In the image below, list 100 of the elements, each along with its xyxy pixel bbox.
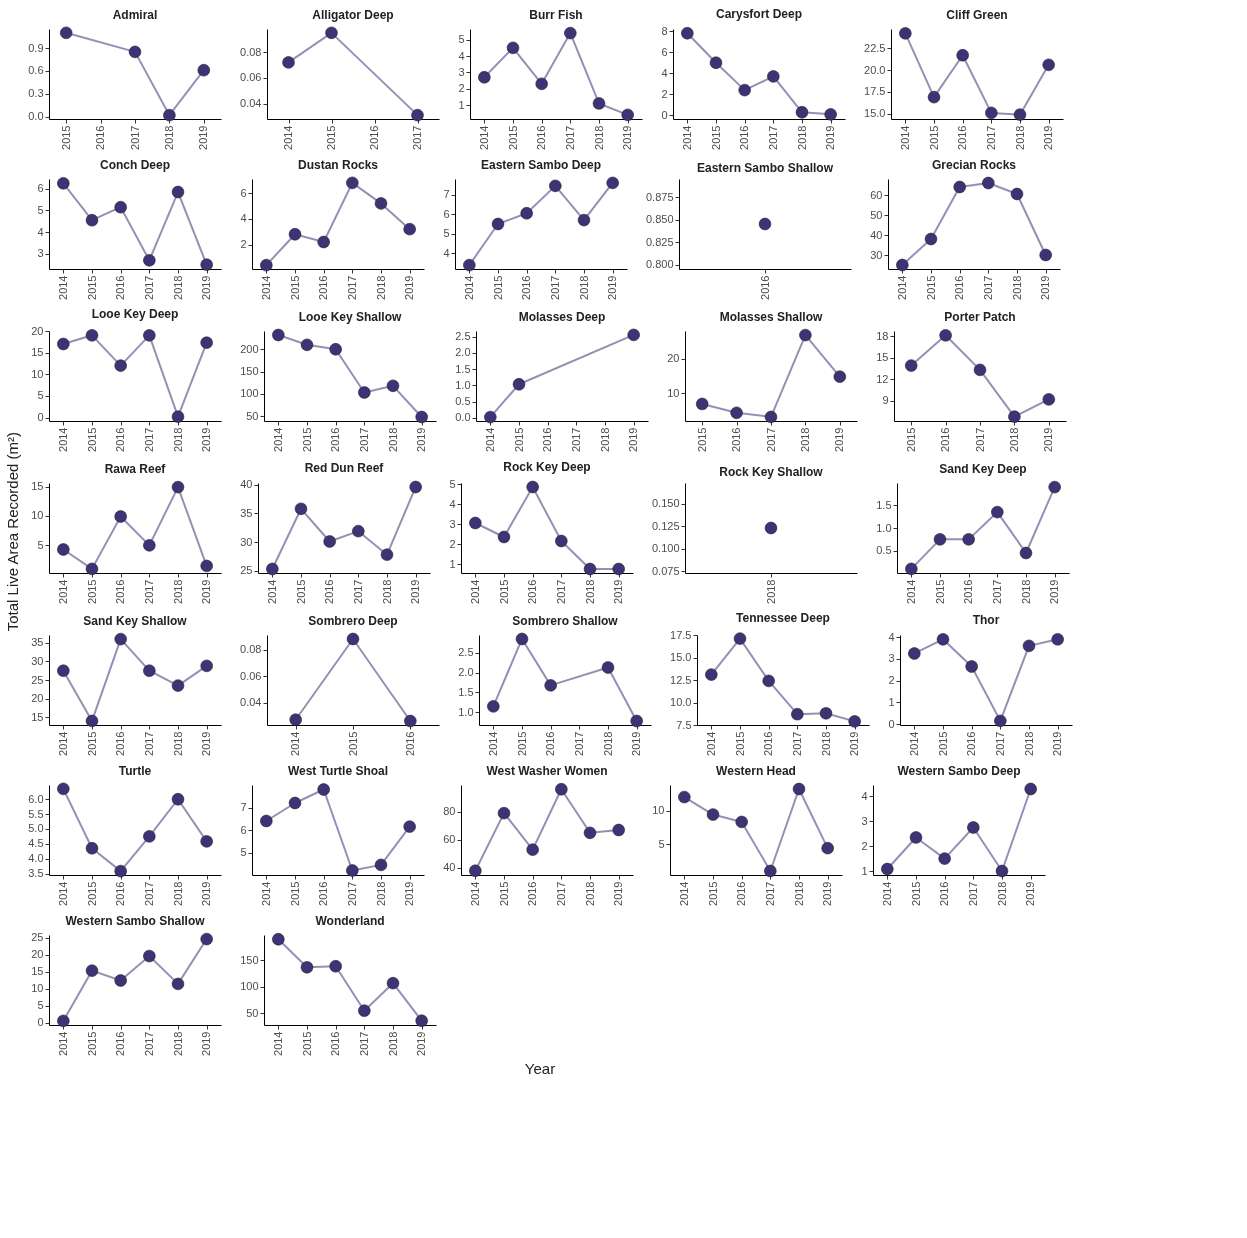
y-tick-label: 18	[876, 329, 889, 342]
x-tick-label: 2018	[171, 275, 184, 300]
x-tick-label: 2014	[289, 731, 302, 756]
x-tick-label: 2014	[898, 125, 911, 150]
point	[795, 106, 809, 119]
x-tick-label: 2016	[114, 579, 127, 604]
x-tick-label: 2018	[819, 731, 832, 756]
point	[627, 328, 640, 342]
x-tick-label: 2017	[128, 125, 141, 150]
point	[358, 1004, 371, 1017]
y-tick-label: 5.0	[28, 822, 44, 835]
chart-title: Thor	[972, 613, 1000, 628]
point	[323, 535, 336, 548]
point	[404, 714, 417, 728]
point	[678, 790, 691, 804]
x-tick-label: 2017	[357, 427, 370, 452]
y-tick-label: 30	[31, 654, 44, 667]
x-tick-label: 2015	[491, 275, 504, 300]
y-tick-label: 25	[31, 931, 44, 944]
x-tick-label: 2014	[271, 427, 284, 452]
point	[1042, 58, 1055, 72]
x-tick-label: 2017	[351, 579, 364, 604]
point	[799, 328, 812, 342]
point	[824, 108, 837, 121]
point	[272, 328, 285, 342]
point	[1010, 187, 1024, 201]
point	[128, 45, 142, 59]
x-tick-label: 2016	[953, 275, 966, 300]
y-tick-label: 15	[31, 480, 44, 493]
x-tick-label: 2015	[85, 275, 98, 300]
point	[57, 664, 70, 677]
y-tick-label: 5	[443, 227, 450, 240]
y-tick-label: 7	[443, 188, 450, 201]
x-tick-label: 2019	[1039, 275, 1052, 300]
y-tick-label: 8	[661, 24, 668, 37]
point	[403, 222, 416, 236]
y-tick-label: 17.5	[864, 85, 886, 98]
y-tick-label: 100	[240, 980, 259, 993]
x-tick-label: 2014	[680, 125, 693, 150]
point	[260, 814, 273, 828]
point	[288, 796, 302, 810]
x-tick-label: 2019	[200, 881, 213, 906]
point	[1019, 546, 1033, 560]
chart-title: Admiral	[112, 7, 158, 22]
chart-title: Molasses Deep	[518, 309, 606, 324]
y-tick-label: 20.0	[864, 63, 886, 76]
point	[374, 197, 388, 210]
y-tick-label: 15.0	[864, 107, 886, 120]
x-tick-label: 2015	[300, 427, 313, 452]
point	[200, 932, 213, 946]
point	[938, 852, 951, 865]
point	[352, 524, 365, 538]
y-tick-label: 10	[667, 386, 680, 399]
y-tick-label: 2.0	[458, 666, 474, 679]
point	[478, 71, 491, 84]
point	[583, 562, 597, 576]
x-tick-label: 2016	[317, 275, 330, 300]
x-tick-label: 2018	[386, 1031, 399, 1056]
point	[962, 533, 975, 546]
point	[735, 815, 748, 829]
x-tick-label: 2016	[329, 1031, 342, 1056]
x-tick-label: 2016	[544, 731, 557, 756]
y-tick-label: 0	[888, 717, 895, 730]
point	[991, 505, 1004, 519]
point	[555, 783, 568, 796]
y-tick-label: 0.5	[455, 395, 471, 408]
point	[730, 406, 743, 420]
y-tick-label: 10	[31, 509, 44, 522]
point	[294, 502, 308, 515]
x-tick-label: 2019	[200, 579, 213, 604]
y-tick-label: 5	[658, 837, 665, 850]
x-tick-label: 2017	[790, 731, 803, 756]
chart-title: Western Sambo Shallow	[65, 913, 206, 928]
point	[491, 217, 505, 231]
y-tick-label: 60	[870, 188, 883, 201]
point	[85, 842, 99, 855]
y-tick-label: 2	[888, 674, 895, 687]
x-tick-label: 2015	[512, 427, 525, 452]
x-tick-label: 2017	[345, 275, 358, 300]
point	[143, 329, 156, 342]
y-tick-label: 35	[31, 636, 44, 649]
x-tick-label: 2015	[709, 125, 722, 150]
y-tick-label: 15	[876, 351, 889, 364]
point	[848, 715, 861, 728]
point	[555, 534, 568, 548]
chart-title: Cliff Green	[946, 8, 1008, 23]
point	[415, 1014, 428, 1027]
point	[289, 713, 302, 726]
point	[982, 176, 995, 190]
point	[577, 213, 591, 227]
x-tick-label: 2015	[288, 881, 301, 906]
x-tick-label: 2016	[114, 1031, 127, 1056]
x-tick-label: 2017	[973, 427, 986, 452]
x-tick-label: 2019	[200, 1031, 213, 1056]
x-tick-label: 2019	[821, 881, 834, 906]
point	[762, 674, 775, 688]
y-tick-label: 6	[443, 207, 450, 220]
x-tick-label: 2015	[85, 881, 98, 906]
y-tick-label: 0.04	[240, 696, 262, 708]
point	[300, 338, 314, 352]
